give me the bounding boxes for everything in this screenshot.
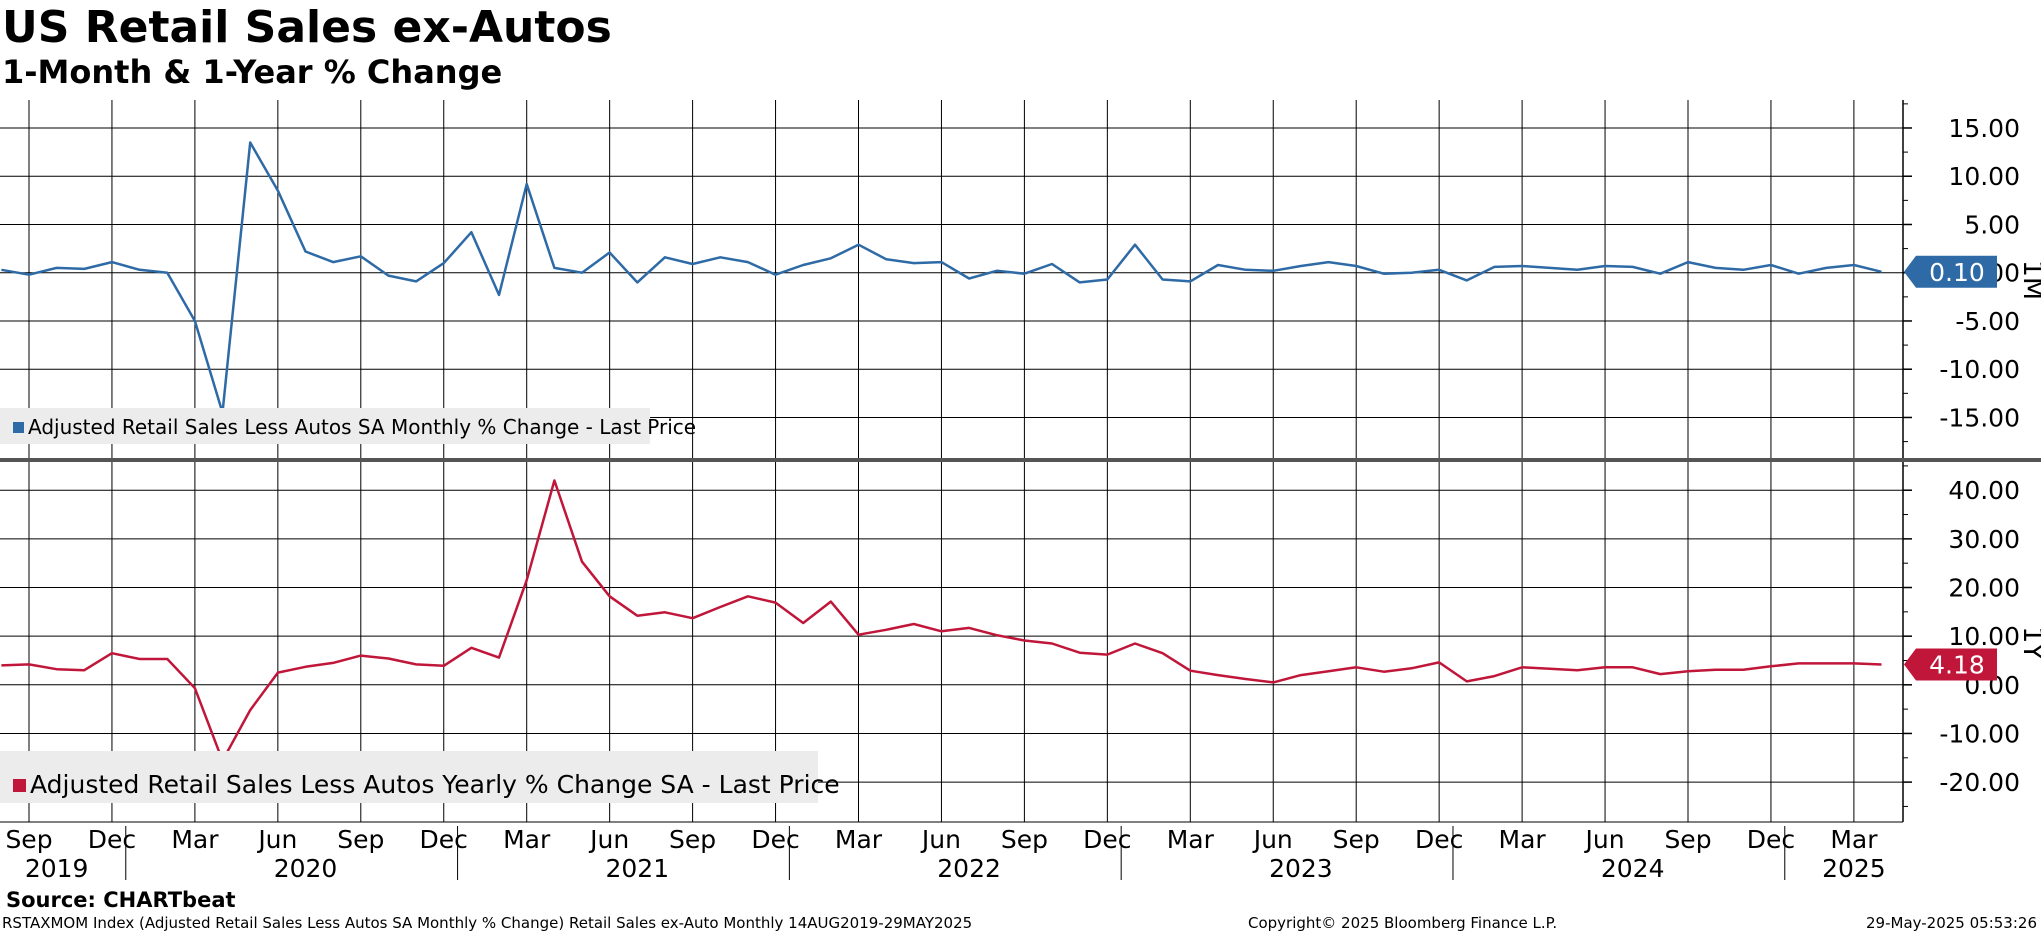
x-tick-label-month: Jun [256, 825, 297, 854]
x-tick-label-month: Jun [1252, 825, 1293, 854]
x-tick-label-month: Sep [1333, 825, 1380, 854]
x-tick-label-month: Sep [5, 825, 52, 854]
footer-copyright: Copyright© 2025 Bloomberg Finance L.P. [1248, 914, 1558, 932]
series-line [1, 479, 1882, 762]
last-value-label: 4.18 [1929, 650, 1985, 679]
x-tick-label-month: Jun [920, 825, 961, 854]
panel-label: 1M [2017, 260, 2041, 300]
y-tick-label: 10.00 [1948, 162, 2020, 191]
x-tick-label-year: 2024 [1601, 854, 1665, 883]
source-label: Source: CHARTbeat [6, 888, 236, 912]
y-tick-label: 30.00 [1948, 525, 2020, 554]
x-tick-label-month: Dec [1747, 825, 1795, 854]
y-tick-label: -5.00 [1955, 307, 2020, 336]
x-tick-label-month: Mar [1167, 825, 1215, 854]
chart-subtitle: 1-Month & 1-Year % Change [2, 53, 503, 91]
chart-title: US Retail Sales ex-Autos [2, 2, 612, 53]
x-tick-label-year: 2020 [274, 854, 338, 883]
x-tick-label-year: 2023 [1269, 854, 1333, 883]
series-line [1, 141, 1882, 414]
footer-timestamp: 29-May-2025 05:53:26 [1866, 914, 2037, 932]
x-tick-label-month: Mar [503, 825, 551, 854]
legend-swatch [13, 779, 26, 792]
y-tick-label: -20.00 [1939, 768, 2020, 797]
y-tick-label: 40.00 [1948, 476, 2020, 505]
x-tick-label-month: Dec [751, 825, 799, 854]
x-tick-label-year: 2025 [1822, 854, 1886, 883]
y-tick-label: 20.00 [1948, 574, 2020, 603]
x-tick-label-month: Mar [1499, 825, 1547, 854]
y-tick-label: 15.00 [1948, 114, 2020, 143]
y-tick-label: -10.00 [1939, 719, 2020, 748]
x-tick-label-month: Sep [1664, 825, 1711, 854]
legend-label: Adjusted Retail Sales Less Autos SA Mont… [28, 415, 696, 439]
y-tick-label: -15.00 [1939, 403, 2020, 432]
x-tick-label-month: Dec [88, 825, 136, 854]
x-tick-label-month: Jun [588, 825, 629, 854]
x-tick-label-month: Dec [420, 825, 468, 854]
x-tick-label-year: 2019 [25, 854, 89, 883]
y-tick-label: -10.00 [1939, 355, 2020, 384]
x-tick-label-month: Sep [669, 825, 716, 854]
x-tick-label-month: Dec [1415, 825, 1463, 854]
last-value-badge [1904, 255, 1997, 288]
x-tick-label-month: Sep [1001, 825, 1048, 854]
legend-box [0, 408, 650, 444]
last-value-label: 0.10 [1929, 258, 1985, 287]
footer-description: RSTAXMOM Index (Adjusted Retail Sales Le… [2, 914, 973, 932]
x-tick-label-month: Mar [1830, 825, 1878, 854]
legend-swatch [13, 422, 24, 433]
x-tick-label-month: Dec [1083, 825, 1131, 854]
y-tick-label: 5.00 [1964, 210, 2020, 239]
x-tick-label-year: 2021 [605, 854, 669, 883]
x-tick-label-month: Mar [171, 825, 219, 854]
panel-divider [0, 458, 2041, 462]
legend-label: Adjusted Retail Sales Less Autos Yearly … [30, 770, 840, 799]
x-tick-label-month: Sep [337, 825, 384, 854]
legend-box [0, 751, 818, 803]
last-value-badge [1904, 648, 1997, 681]
x-tick-label-month: Jun [1584, 825, 1625, 854]
x-tick-label-year: 2022 [937, 854, 1001, 883]
y-tick-label: 10.00 [1948, 622, 2020, 651]
x-tick-label-month: Mar [835, 825, 883, 854]
panel-label: 1Y [2017, 626, 2041, 660]
